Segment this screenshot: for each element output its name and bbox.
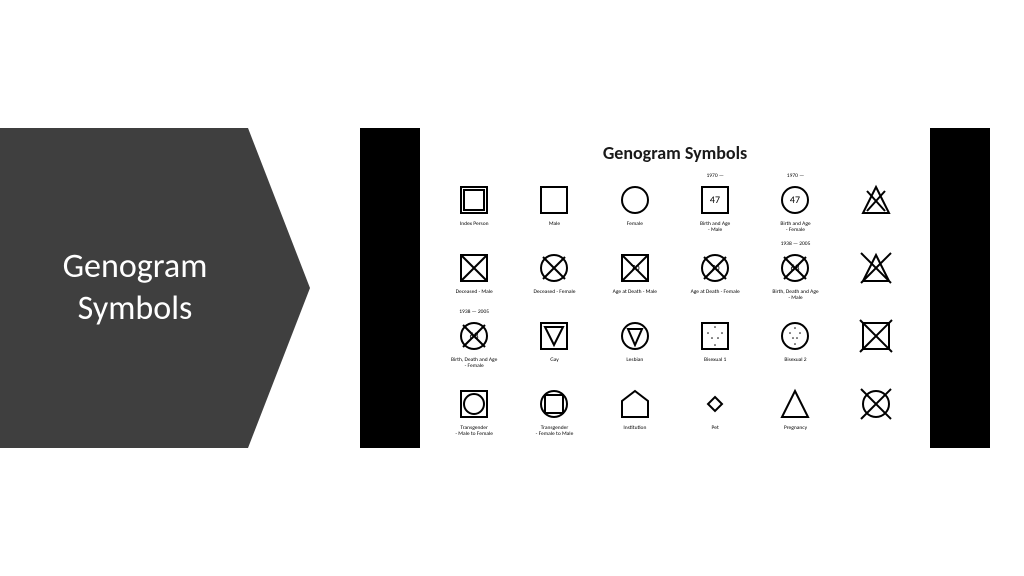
symbol-cell: Index Person <box>434 174 514 238</box>
letterbox-frame: Genogram Symbols Index Person Male Female 1… <box>360 128 990 448</box>
svg-text:47: 47 <box>790 193 800 206</box>
symbol-cell: Bisexual 1 <box>675 310 755 374</box>
year-line: 1938 — 2005 <box>459 310 489 316</box>
symbol-cell: Pregnancy <box>755 378 835 442</box>
symbol-sheet: Genogram Symbols Index Person Male Female 1… <box>420 128 930 448</box>
triangle-icon <box>776 385 814 423</box>
symbol-label: Transgender - Female to Male <box>536 425 574 439</box>
symbol-label: Pregnancy <box>784 425 807 439</box>
symbol-cell <box>836 310 916 374</box>
sheet-title: Genogram Symbols <box>434 142 916 164</box>
circle-square-icon <box>535 385 573 423</box>
symbol-cell <box>836 378 916 442</box>
title-arrow-shape: Genogram Symbols <box>0 128 310 448</box>
symbol-cell: Gay <box>514 310 594 374</box>
square-x-ext-icon <box>857 317 895 355</box>
diamond-small-icon <box>696 385 734 423</box>
symbol-cell: 1970 — 47 Birth and Age - Female <box>755 174 835 238</box>
symbol-cell <box>836 174 916 238</box>
symbol-cell: Bisexual 2 <box>755 310 835 374</box>
circle-x-text-icon: 70 <box>696 249 734 287</box>
double-square-icon <box>455 181 493 219</box>
symbol-cell: 70 Age at Death - Male <box>595 242 675 306</box>
circle-x-icon <box>535 249 573 287</box>
symbol-label: Index Person <box>460 221 489 235</box>
triangle-x-ext-icon <box>857 249 895 287</box>
symbol-label: Deceased - Female <box>534 289 576 303</box>
symbol-grid: Index Person Male Female 1970 — 47 Birth and … <box>434 174 916 442</box>
circle-x-text-icon: 68 <box>455 317 493 355</box>
circle-dots-icon <box>776 317 814 355</box>
svg-text:68: 68 <box>470 331 480 342</box>
symbol-label: Birth, Death and Age - Male <box>772 289 818 303</box>
symbol-cell: Deceased - Male <box>434 242 514 306</box>
symbol-label: Lesbian <box>626 357 643 371</box>
symbol-cell: Female <box>595 174 675 238</box>
symbol-cell: 1970 — 47 Birth and Age - Male <box>675 174 755 238</box>
svg-text:47: 47 <box>710 193 720 206</box>
circle-icon <box>616 181 654 219</box>
square-x-text-icon: 70 <box>616 249 654 287</box>
circle-text-icon: 47 <box>776 181 814 219</box>
year-line: 1970 — <box>706 174 723 180</box>
circle-tri-down-icon <box>616 317 654 355</box>
square-x-icon <box>455 249 493 287</box>
symbol-label: Pet <box>712 425 719 439</box>
symbol-label: Deceased - Male <box>456 289 493 303</box>
symbol-label: Transgender - Male to Female <box>455 425 493 439</box>
symbol-label: Gay <box>550 357 559 371</box>
pentagon-arrow: Genogram Symbols <box>0 128 310 448</box>
symbol-label: Age at Death - Female <box>691 289 740 303</box>
year-line: 1970 — <box>787 174 804 180</box>
symbol-label: Bisexual 1 <box>704 357 726 371</box>
symbol-label: Bisexual 2 <box>784 357 806 371</box>
symbol-cell <box>836 242 916 306</box>
symbol-label: Age at Death - Male <box>613 289 657 303</box>
symbol-label: Female <box>627 221 643 235</box>
symbol-cell: Transgender - Male to Female <box>434 378 514 442</box>
symbol-cell: Transgender - Female to Male <box>514 378 594 442</box>
symbol-label: Birth and Age - Female <box>780 221 810 235</box>
square-dots-icon <box>696 317 734 355</box>
symbol-cell: 1938 — 2005 68 Birth, Death and Age - Male <box>755 242 835 306</box>
year-line: 1938 — 2005 <box>781 242 811 248</box>
symbol-label: Birth and Age - Male <box>700 221 730 235</box>
symbol-cell: Pet <box>675 378 755 442</box>
pentagon-icon <box>616 385 654 423</box>
square-tri-down-icon <box>535 317 573 355</box>
square-circle-icon <box>455 385 493 423</box>
svg-text:68: 68 <box>791 263 801 274</box>
svg-text:70: 70 <box>630 263 640 274</box>
symbol-cell: Lesbian <box>595 310 675 374</box>
symbol-cell: Institution <box>595 378 675 442</box>
title-text: Genogram Symbols <box>63 246 208 331</box>
square-icon <box>535 181 573 219</box>
symbol-label: Institution <box>623 425 646 439</box>
triangle-x-icon <box>857 181 895 219</box>
svg-text:70: 70 <box>711 263 721 274</box>
symbol-cell: Male <box>514 174 594 238</box>
symbol-cell: Deceased - Female <box>514 242 594 306</box>
symbol-label: Birth, Death and Age - Female <box>451 357 497 371</box>
circle-x-ext-icon <box>857 385 895 423</box>
symbol-cell: 1938 — 2005 68 Birth, Death and Age - Fema… <box>434 310 514 374</box>
circle-x-text-icon: 68 <box>776 249 814 287</box>
square-text-icon: 47 <box>696 181 734 219</box>
symbol-label: Male <box>549 221 560 235</box>
symbol-cell: 70 Age at Death - Female <box>675 242 755 306</box>
